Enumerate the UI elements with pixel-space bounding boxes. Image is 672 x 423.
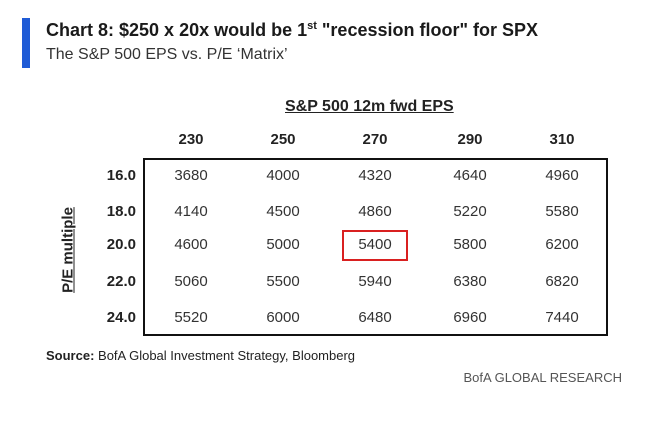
chart-subtitle: The S&P 500 EPS vs. P/E ‘Matrix’ (46, 46, 288, 63)
row-header-18.0: 18.0 (106, 203, 136, 220)
matrix-cell: 5400 (358, 236, 392, 253)
matrix-cell: 4320 (358, 167, 392, 184)
matrix-cell: 5800 (453, 236, 487, 253)
matrix-cell: 5580 (545, 203, 579, 220)
chart-title-superscript: st (307, 20, 317, 32)
column-header-290: 290 (457, 131, 483, 148)
matrix-cell: 4000 (266, 167, 300, 184)
column-axis-label: S&P 500 12m fwd EPS (285, 98, 454, 115)
source-note: Source: BofA Global Investment Strategy,… (46, 348, 355, 363)
matrix-cell: 6000 (266, 309, 300, 326)
matrix-cell: 4600 (174, 236, 208, 253)
source-label: Source: (46, 348, 95, 363)
matrix-cell: 4640 (453, 167, 487, 184)
row-header-20.0: 20.0 (106, 236, 136, 253)
source-text: BofA Global Investment Strategy, Bloombe… (94, 348, 356, 363)
matrix-cell: 6380 (453, 273, 487, 290)
matrix-cell: 4140 (174, 203, 208, 220)
matrix-cell: 3680 (174, 167, 208, 184)
column-header-230: 230 (178, 131, 204, 148)
row-header-22.0: 22.0 (106, 273, 136, 290)
matrix-cell: 5500 (266, 273, 300, 290)
brand-label: BofA GLOBAL RESEARCH (463, 370, 622, 385)
column-header-270: 270 (362, 131, 388, 148)
row-header-16.0: 16.0 (106, 167, 136, 184)
column-header-250: 250 (270, 131, 296, 148)
matrix-cell: 6820 (545, 273, 579, 290)
eps-pe-matrix: 3680 4000 4320 4640 4960 4140 4500 4860 5220 5580… (143, 158, 608, 336)
column-header-310: 310 (549, 131, 575, 148)
matrix-cell: 5520 (174, 309, 208, 326)
matrix-cell: 5060 (174, 273, 208, 290)
matrix-cell: 4960 (545, 167, 579, 184)
matrix-cell: 6200 (545, 236, 579, 253)
matrix-cell: 7440 (545, 309, 579, 326)
matrix-cell: 4860 (358, 203, 392, 220)
matrix-cell: 6960 (453, 309, 487, 326)
chart-title-main: Chart 8: $250 x 20x would be 1 (46, 20, 308, 40)
row-axis-label: P/E multiple (59, 207, 77, 293)
matrix-cell: 4500 (266, 203, 300, 220)
matrix-cell: 5000 (266, 236, 300, 253)
chart-title: Chart 8: $250 x 20x would be 1st "recess… (46, 20, 538, 41)
matrix-cell: 5220 (453, 203, 487, 220)
row-header-24.0: 24.0 (106, 309, 136, 326)
chart-title-tail: "recession floor" for SPX (316, 20, 539, 40)
highlight-box (342, 230, 408, 261)
matrix-cell: 6480 (358, 309, 392, 326)
title-accent-bar (22, 18, 30, 68)
matrix-cell: 5940 (358, 273, 392, 290)
